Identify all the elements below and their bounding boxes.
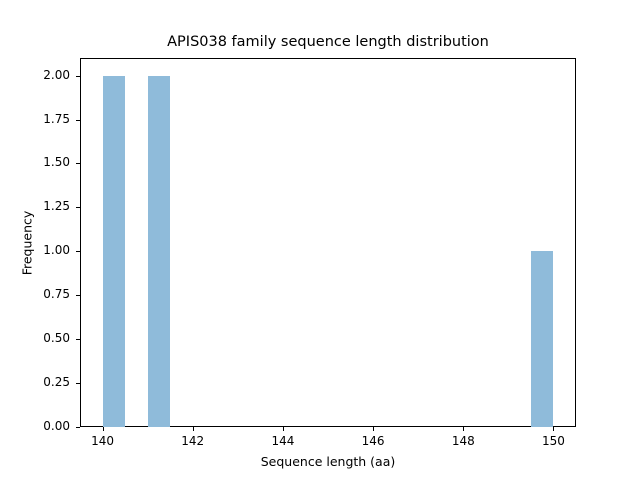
- y-tick-mark: [76, 339, 80, 341]
- y-tick-mark: [76, 207, 80, 209]
- y-tick-mark: [76, 251, 80, 253]
- x-tick-mark: [192, 427, 194, 431]
- y-tick-label: 0.75: [43, 287, 70, 302]
- plot-area: [80, 58, 576, 427]
- y-tick-label: 1.25: [43, 199, 70, 214]
- histogram-bar: [102, 75, 126, 427]
- y-tick-label: 0.25: [43, 375, 70, 390]
- x-tick-label: 144: [271, 434, 295, 448]
- y-tick-label: 0.50: [43, 331, 70, 346]
- x-axis-label: Sequence length (aa): [260, 454, 396, 469]
- y-tick-mark: [76, 119, 80, 121]
- x-tick-label: 140: [91, 434, 114, 448]
- y-tick-mark: [76, 295, 80, 297]
- histogram-bar: [530, 251, 554, 427]
- x-tick-label: 150: [542, 434, 565, 448]
- x-tick-mark: [373, 427, 375, 431]
- y-tick-label: 1.00: [43, 243, 70, 258]
- y-tick-mark: [76, 427, 80, 428]
- y-tick-mark: [76, 163, 80, 165]
- x-tick-label: 146: [361, 434, 385, 448]
- y-tick-label: 2.00: [43, 67, 70, 82]
- y-tick-label: 1.75: [43, 111, 70, 126]
- chart-title: APIS038 family sequence length distribut…: [167, 34, 489, 50]
- y-tick-label: 1.50: [43, 155, 70, 170]
- x-tick-mark: [553, 427, 555, 431]
- x-tick-mark: [463, 427, 465, 431]
- x-tick-label: 142: [181, 434, 205, 448]
- x-tick-mark: [282, 427, 284, 431]
- y-tick-mark: [76, 75, 80, 77]
- x-tick-label: 148: [451, 434, 475, 448]
- y-tick-label: 0.00: [43, 419, 70, 433]
- y-axis-label: Frequency: [19, 210, 35, 276]
- x-tick-mark: [102, 427, 104, 431]
- y-tick-mark: [76, 383, 80, 385]
- histogram-bar: [147, 75, 171, 427]
